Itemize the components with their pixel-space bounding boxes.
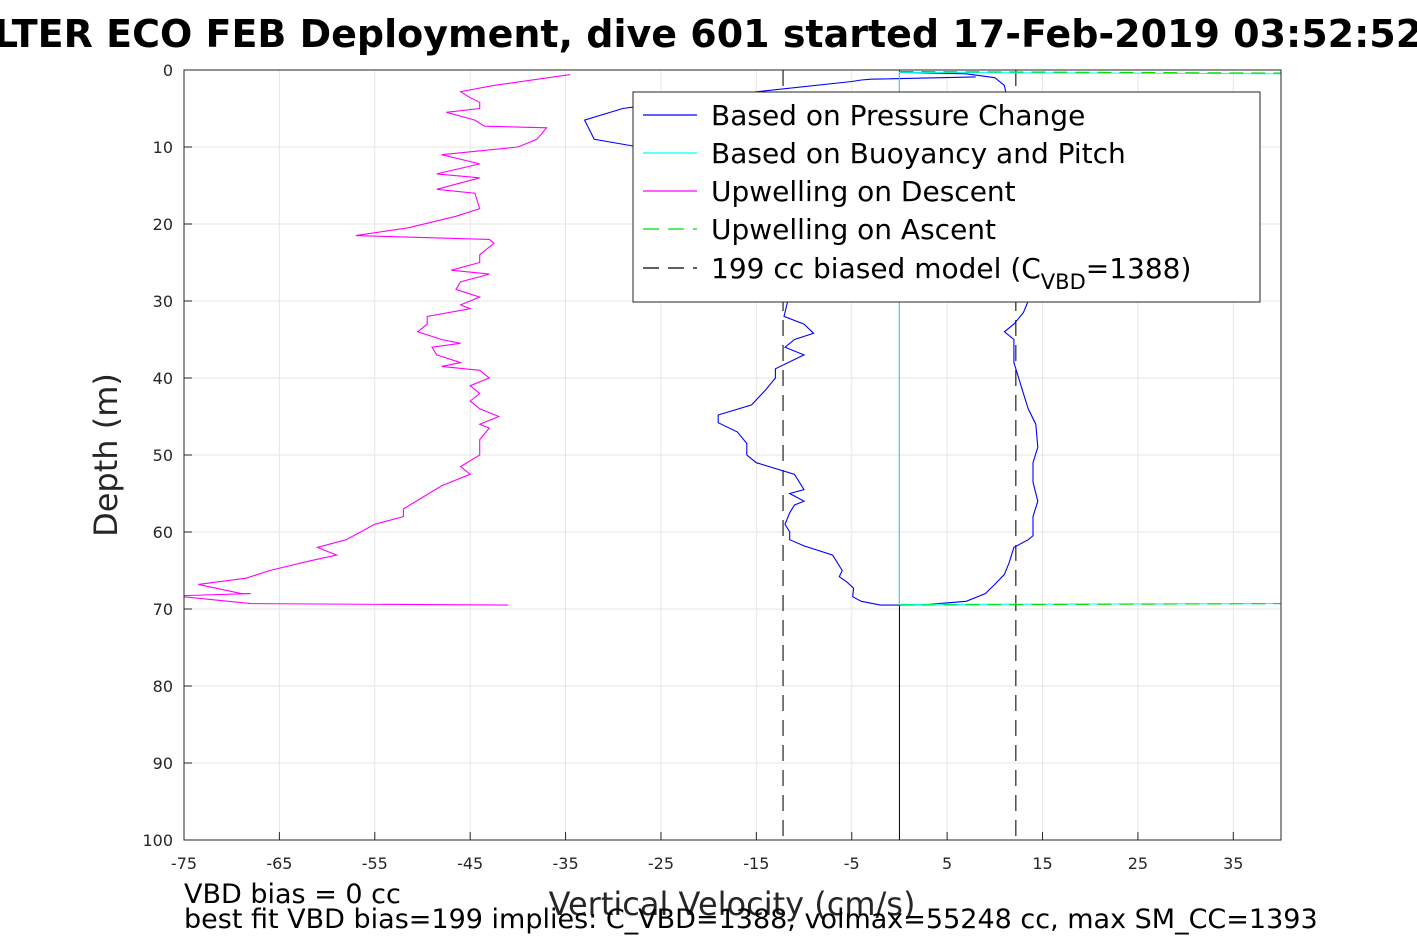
x-tick-label: -65 [266,854,292,873]
x-tick-label: -25 [648,854,674,873]
x-tick-label: -55 [362,854,388,873]
legend-entry: Based on Buoyancy and Pitch [711,137,1126,170]
x-tick-label: 35 [1223,854,1243,873]
chart-title: LTER ECO FEB Deployment, dive 601 starte… [0,12,1417,56]
y-tick-label: 90 [153,754,173,773]
x-tick-label: 25 [1128,854,1148,873]
legend-entry: 199 cc biased model (CVBD=1388) [711,252,1191,294]
x-tick-label: -15 [743,854,769,873]
y-tick-label: 80 [153,677,173,696]
ticks: -75 -65 -55 -45 -35 -25 -15 -5 5 15 25 350102030405… [142,61,1243,873]
legend-entry-sub: VBD [1041,270,1086,294]
x-tick-label: -45 [457,854,483,873]
series-line [899,71,1281,75]
x-tick-label: -75 [171,854,197,873]
footer-line-2: best fit VBD bias=199 implies: C_VBD=138… [184,904,1318,935]
y-tick-label: 60 [153,523,173,542]
y-tick-label: 0 [163,61,173,80]
x-tick-label: -35 [552,854,578,873]
legend-entry-tail: =1388) [1086,252,1192,285]
series-line [184,74,571,606]
x-tick-label: 5 [942,854,952,873]
legend-entry: Upwelling on Descent [711,175,1016,208]
footer-line-1: VBD bias = 0 cc [184,879,401,910]
y-tick-label: 30 [153,292,173,311]
y-tick-label: 40 [153,369,173,388]
series-line [899,603,1281,606]
y-axis-label: Depth (m) [87,373,125,537]
x-axis-label: Vertical Velocity (cm/s) [549,885,916,923]
x-tick-label: -5 [844,854,860,873]
x-tick-label: 15 [1032,854,1052,873]
legend: Based on Pressure Change Based on Buoyanc… [632,91,1261,303]
y-tick-label: 100 [142,831,173,850]
y-tick-label: 50 [153,446,173,465]
legend-entry: Based on Pressure Change [711,99,1085,132]
y-tick-label: 10 [153,138,173,157]
legend-entry: Upwelling on Ascent [711,213,996,246]
legend-box [632,91,1261,303]
y-tick-label: 20 [153,215,173,234]
legend-entry-main: 199 cc biased model (C [711,252,1041,285]
series-line [899,70,1281,74]
y-tick-label: 70 [153,600,173,619]
